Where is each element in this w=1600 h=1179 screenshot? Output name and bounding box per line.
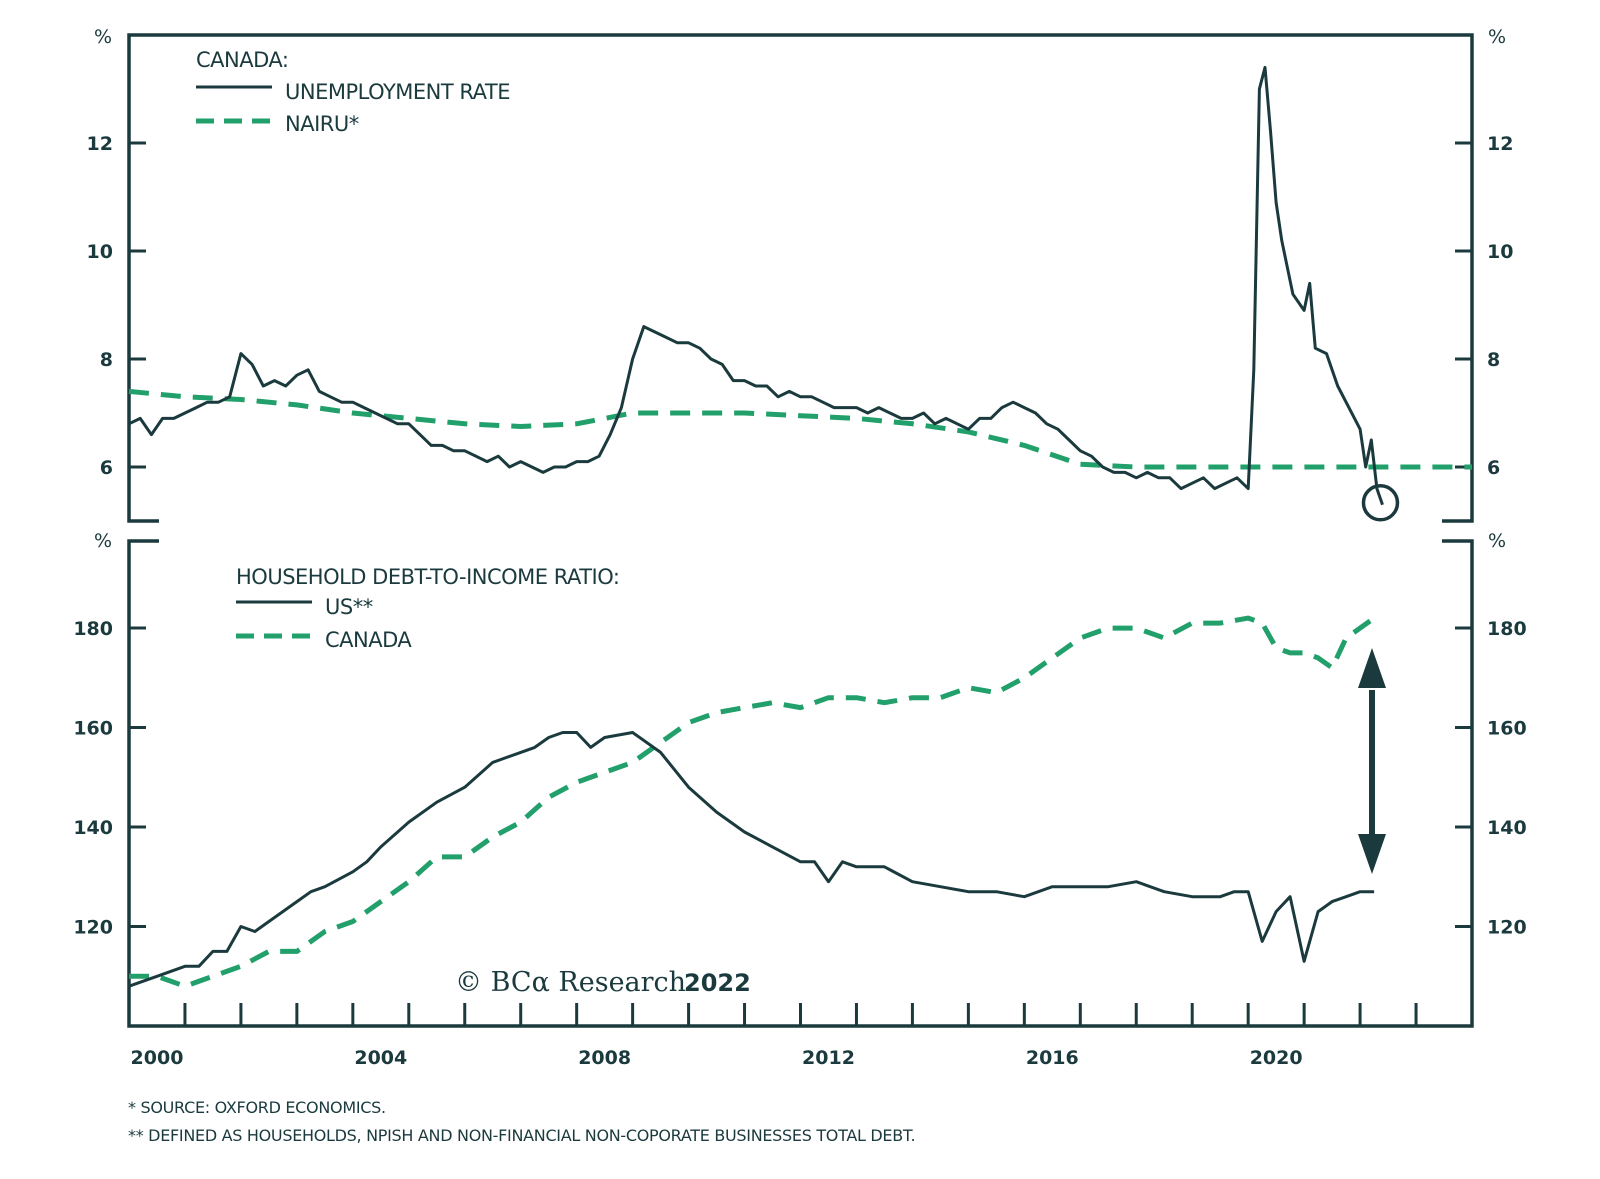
legend-label-unemployment: UNEMPLOYMENT RATE xyxy=(285,80,510,104)
copyright-text: © BCα Research xyxy=(455,967,686,998)
bottom-y-right-tick-label: 140 xyxy=(1487,817,1527,839)
bottom-y-right-tick-label: 160 xyxy=(1487,718,1527,740)
top-right-unit-label: % xyxy=(1488,26,1506,48)
bottom-y-left-tick-label: 180 xyxy=(73,618,113,640)
top-y-axis: 6 6 8 8 10 10 12 12 xyxy=(87,133,1514,479)
top-panel-border xyxy=(127,33,1474,523)
x-tick-label: 2012 xyxy=(802,1047,855,1069)
top-y-right-tick-label: 10 xyxy=(1487,241,1513,263)
top-y-right-tick-label: 6 xyxy=(1487,457,1500,479)
series-layer xyxy=(128,65,1472,989)
top-legend: CANADA: UNEMPLOYMENT RATE NAIRU* xyxy=(196,48,510,136)
x-tick-label: 2004 xyxy=(354,1047,407,1069)
x-tick-label: 2000 xyxy=(131,1047,184,1069)
x-tick-label: 2008 xyxy=(578,1047,631,1069)
bottom-y-right-tick-label: 120 xyxy=(1487,917,1527,939)
arrow-head-up-icon xyxy=(1358,648,1386,688)
series-nairu-line xyxy=(128,388,1472,470)
bottom-left-unit-label: % xyxy=(94,530,112,552)
legend-label-canada: CANADA xyxy=(325,628,412,652)
series-us-debt-line xyxy=(128,731,1375,988)
series-unemployment-line xyxy=(128,65,1384,506)
bottom-legend-heading: HOUSEHOLD DEBT-TO-INCOME RATIO: xyxy=(236,565,619,589)
top-y-left-tick-label: 12 xyxy=(87,133,113,155)
copyright-watermark: © BCα Research 2022 xyxy=(455,967,751,998)
bottom-y-left-tick-label: 140 xyxy=(73,817,113,839)
top-y-right-tick-label: 12 xyxy=(1487,133,1513,155)
top-left-unit-label: % xyxy=(94,26,112,48)
top-panel-frame xyxy=(127,33,1474,523)
footnote-source: * SOURCE: OXFORD ECONOMICS. xyxy=(128,1098,386,1117)
top-y-right-tick-label: 8 xyxy=(1487,349,1500,371)
x-axis: 2000 2004 2008 2012 2016 2020 xyxy=(131,1003,1418,1069)
top-y-left-tick-label: 10 xyxy=(87,241,113,263)
series-canada-debt-line xyxy=(129,615,1376,989)
bottom-legend: HOUSEHOLD DEBT-TO-INCOME RATIO: US** CAN… xyxy=(236,565,620,652)
bottom-y-left-tick-label: 160 xyxy=(73,718,113,740)
x-tick-label: 2016 xyxy=(1026,1047,1079,1069)
latest-value-circle xyxy=(1361,484,1400,522)
top-y-left-tick-label: 8 xyxy=(100,349,113,371)
bottom-right-unit-label: % xyxy=(1488,530,1506,552)
double-arrow-annotation xyxy=(1358,648,1386,874)
copyright-year: 2022 xyxy=(684,969,751,997)
legend-label-nairu: NAIRU* xyxy=(285,112,359,136)
top-legend-heading: CANADA: xyxy=(196,48,288,72)
bottom-y-left-tick-label: 120 xyxy=(73,917,113,939)
bottom-y-right-tick-label: 180 xyxy=(1487,618,1527,640)
top-y-left-tick-label: 6 xyxy=(100,457,113,479)
footnote-definition: ** DEFINED AS HOUSEHOLDS, NPISH AND NON-… xyxy=(128,1126,916,1145)
bottom-y-axis: 120 120 140 140 160 160 180 180 xyxy=(73,618,1526,938)
arrow-head-down-icon xyxy=(1358,834,1386,874)
legend-label-us: US** xyxy=(325,595,373,619)
x-tick-label: 2020 xyxy=(1250,1047,1303,1069)
